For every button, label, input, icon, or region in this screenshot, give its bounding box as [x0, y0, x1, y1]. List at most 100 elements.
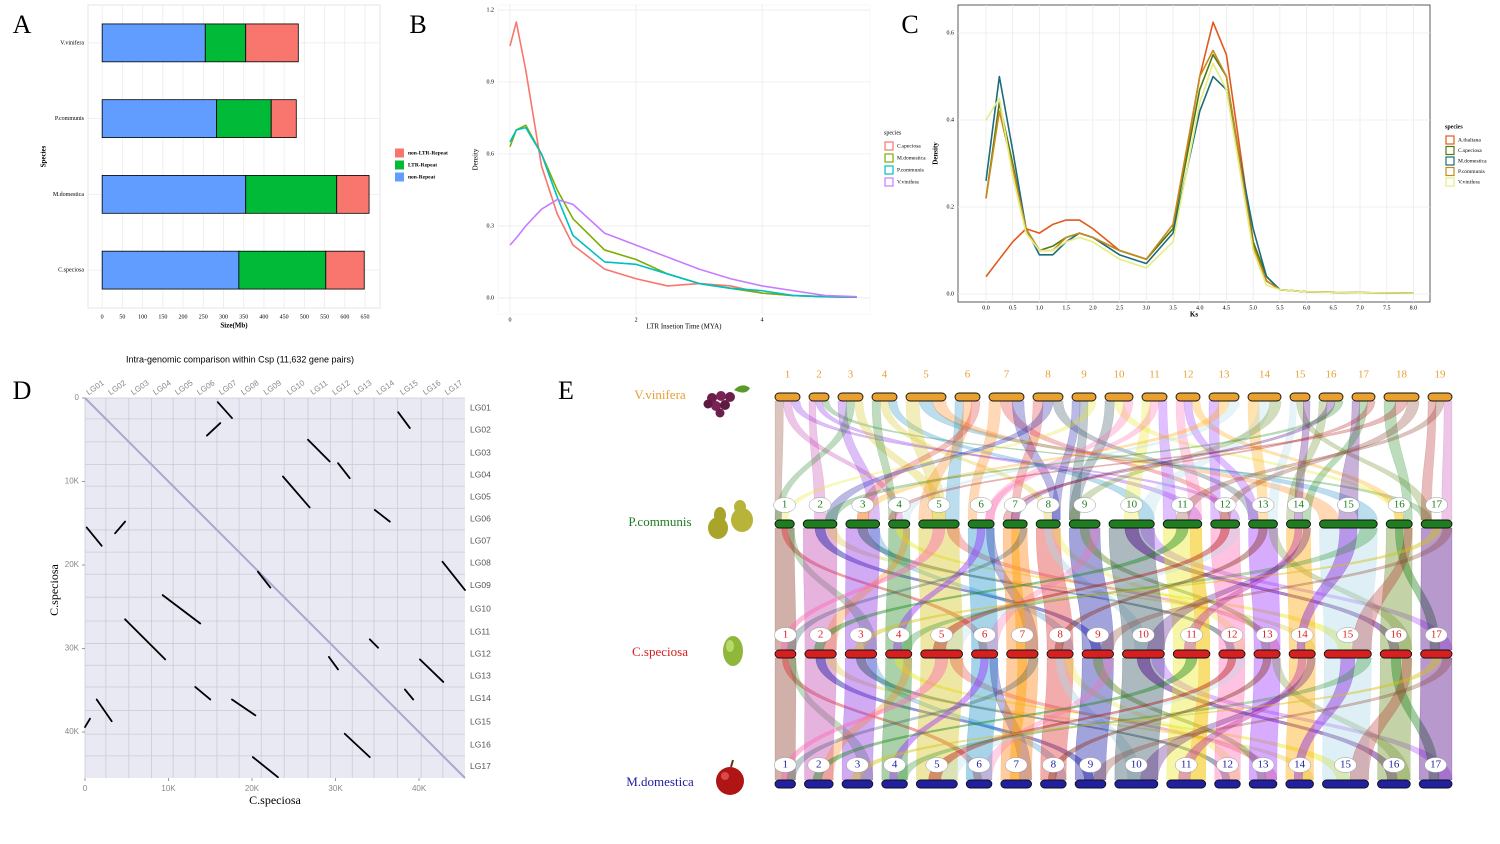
legend-label: V.vinifera	[897, 178, 919, 185]
syntenic-segment	[251, 756, 279, 779]
y-tick-label: 0.2	[947, 204, 955, 210]
chromosome-number: 16	[1326, 369, 1338, 381]
synteny-ribbon	[1151, 657, 1453, 781]
chromosome-label: LG17	[443, 378, 465, 397]
synteny-ribbon	[1419, 657, 1453, 781]
genome-label: P.communis	[628, 514, 691, 529]
chromosome-label: LG11	[309, 378, 330, 397]
synteny-ribbon	[985, 400, 1159, 521]
chromosome-badge	[1073, 497, 1096, 513]
syntenic-segment	[403, 688, 415, 701]
self-diagonal	[84, 397, 466, 779]
synteny-ribbon	[1420, 527, 1453, 651]
chromosome-badge	[809, 627, 832, 643]
chromosome-number: 4	[896, 629, 902, 641]
chromosome-badge	[1180, 627, 1203, 643]
chromosome-bar	[802, 519, 838, 529]
synteny-ribbon	[837, 400, 880, 521]
y-tick-label: 0	[75, 393, 80, 402]
x-tick-label: 650	[361, 314, 370, 320]
x-tick-label: 600	[340, 314, 349, 320]
x-tick-label: 4.0	[1196, 305, 1204, 311]
chromosome-number: 5	[923, 369, 929, 381]
chromosome-number: 12	[1226, 629, 1237, 641]
synteny-ribbon	[1035, 527, 1074, 651]
x-tick-label: 2.0	[1089, 305, 1097, 311]
legend-label: P.communis	[897, 167, 924, 173]
chromosome-number: 11	[1186, 629, 1197, 641]
chromosome-label: LG08	[239, 378, 261, 397]
synteny-ribbon	[901, 527, 1378, 651]
y-tick-label: 40K	[65, 727, 80, 736]
chromosome-label: LG02	[470, 425, 491, 435]
x-tick-label: 30K	[328, 784, 343, 793]
chromosome-badge	[930, 627, 953, 643]
panel-letter: D	[13, 376, 32, 405]
chromosome-bar	[1046, 649, 1074, 659]
synteny-ribbon	[826, 527, 1316, 651]
bar-segment	[238, 250, 327, 290]
chromosome-bar	[1253, 649, 1281, 659]
chromosome-badge	[1255, 627, 1279, 643]
y-axis-label: C.speciosa	[47, 563, 61, 615]
legend-swatch	[1445, 156, 1455, 166]
chromosome-label: LG07	[470, 535, 491, 545]
y-axis-label: Density	[472, 148, 480, 170]
x-axis-label: Ks	[1190, 311, 1198, 319]
legend-swatch	[884, 177, 894, 187]
synteny-ribbon	[981, 657, 1114, 781]
y-tick-label: 0.9	[487, 79, 495, 85]
chromosome-bar	[774, 649, 797, 659]
chromosome-label: LG17	[470, 761, 491, 771]
chromosome-badge	[1171, 497, 1194, 513]
chromosome-bar	[888, 519, 911, 529]
syntenic-segment	[85, 526, 103, 547]
chromosome-badge	[1174, 757, 1198, 773]
chromosome-number: 10	[1131, 759, 1143, 771]
chromosome-badge	[927, 497, 951, 513]
chromosome-bar	[920, 649, 963, 659]
y-tick-label: 0.3	[487, 223, 495, 229]
synteny-ribbon	[1052, 527, 1246, 651]
x-tick-label: 500	[300, 314, 309, 320]
y-tick-label: C.speciosa	[58, 268, 84, 274]
chromosome-number: 11	[1177, 499, 1188, 511]
chromosome-number: 15	[1343, 499, 1355, 511]
chromosome-bar	[1285, 779, 1314, 789]
legend-swatch	[395, 148, 404, 158]
chromosome-label: LG13	[470, 670, 491, 680]
synteny-ribbon	[1140, 527, 1453, 651]
synteny-ribbon	[1210, 527, 1246, 651]
bar-segment	[101, 250, 240, 290]
synteny-ribbon	[967, 527, 998, 651]
chromosome-bar	[1104, 392, 1134, 402]
chromosome-number: 13	[1219, 369, 1231, 381]
synteny-ribbon	[940, 657, 1246, 781]
y-tick-label: M.domestica	[53, 192, 84, 198]
y-tick-label: 0.6	[947, 30, 955, 36]
chromosome-number: 16	[1390, 629, 1402, 641]
panel-letter: C	[901, 10, 918, 39]
chromosome-badge	[849, 627, 873, 643]
bar-segment	[204, 23, 247, 63]
x-axis-label: Size(Mb)	[220, 322, 248, 330]
synteny-ribbon	[1147, 527, 1311, 651]
synteny-ribbon	[1069, 527, 1114, 651]
synteny-ribbon	[1100, 527, 1453, 651]
x-tick-label: 8.0	[1410, 305, 1418, 311]
synteny-ribbon	[986, 527, 1039, 651]
synteny-ribbon	[1140, 657, 1316, 781]
chromosome-badge	[774, 627, 797, 643]
chromosome-number: 8	[1045, 369, 1051, 381]
chromosome-bar	[1032, 392, 1064, 402]
legend-label: P.communis	[1458, 169, 1485, 175]
chromosome-badge	[1251, 497, 1275, 513]
chromosome-number: 1	[783, 629, 789, 641]
synteny-ribbon	[1383, 400, 1413, 521]
chromosome-number: 19	[1435, 369, 1447, 381]
syntenic-segment	[231, 698, 257, 717]
chromosome-badge	[1424, 757, 1447, 773]
synteny-ribbon	[985, 400, 1134, 521]
x-tick-label: 1.5	[1062, 305, 1070, 311]
chromosome-bar	[1319, 519, 1378, 529]
